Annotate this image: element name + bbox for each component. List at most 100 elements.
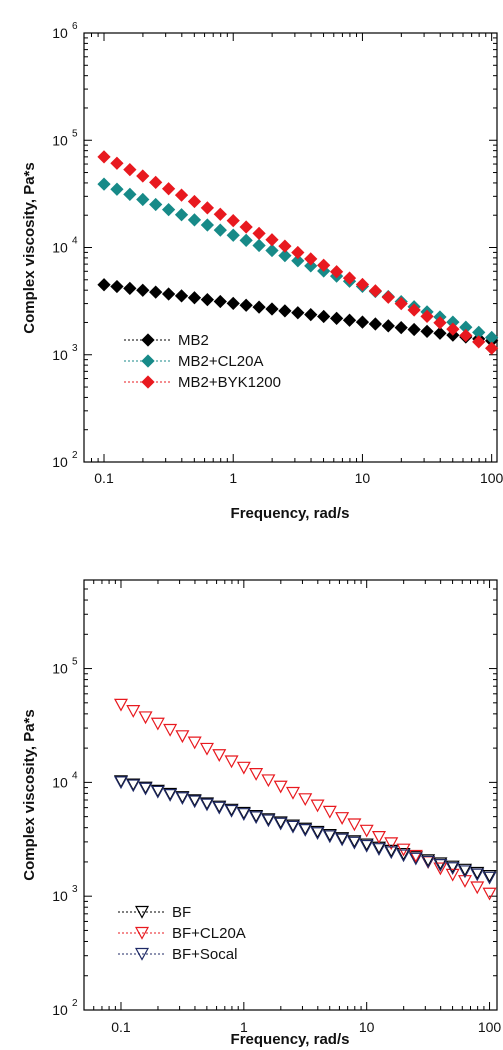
y-tick-label: 10 4: [52, 770, 78, 790]
data-point: [291, 245, 305, 260]
y-tick-base: 10: [52, 774, 68, 790]
plot-frame: [83, 579, 498, 1011]
legend-marker: [134, 905, 150, 919]
data-point: [273, 780, 288, 794]
data-point: [174, 188, 189, 202]
data-point: [149, 285, 163, 299]
data-point: [335, 832, 350, 845]
y-tick-label: 10 3: [52, 884, 78, 904]
data-point: [482, 870, 497, 883]
x-tick-label: 1: [229, 470, 237, 486]
data-point: [470, 881, 485, 895]
data-point: [470, 868, 485, 882]
data-point: [261, 814, 276, 828]
data-point: [199, 798, 214, 812]
data-point: [381, 290, 395, 304]
data-point: [322, 805, 337, 819]
y-tick-exponent: 6: [72, 21, 78, 32]
data-point: [291, 254, 305, 268]
data-point: [457, 875, 472, 888]
data-point: [163, 723, 178, 737]
data-point: [381, 319, 395, 333]
y-tick-exponent: 5: [72, 128, 78, 139]
data-point: [384, 837, 399, 851]
data-point: [304, 259, 318, 273]
data-point: [224, 755, 239, 769]
y-tick-exponent: 2: [72, 998, 78, 1009]
y-tick-exponent: 3: [72, 343, 78, 354]
data-point: [317, 309, 331, 324]
data-point: [123, 162, 137, 177]
legend-entry-mb2: MB2: [124, 332, 209, 349]
data-point: [322, 830, 337, 844]
legend: BF BF+CL20A BF+Socal: [118, 904, 246, 963]
y-tick-label: 10 4: [52, 236, 78, 256]
data-point: [213, 223, 227, 237]
y-tick-label: 10 2: [52, 450, 78, 470]
legend-label: MB2: [178, 332, 209, 349]
data-point: [110, 279, 124, 294]
data-point: [482, 887, 497, 901]
data-point: [150, 717, 165, 731]
data-point: [335, 812, 350, 825]
y-tick-base: 10: [52, 1002, 68, 1018]
legend-label: MB2+CL20A: [178, 353, 263, 370]
data-point: [285, 820, 300, 834]
data-point: [368, 284, 382, 298]
y-tick-base: 10: [52, 347, 68, 363]
data-point: [199, 742, 214, 756]
data-point: [433, 858, 448, 872]
data-series: [113, 698, 497, 901]
y-tick-exponent: 4: [72, 770, 78, 781]
axis-tick-labels: 0.1 1 10 100 10 2 10 3 10 4 10 5 10 6: [52, 21, 503, 486]
legend-marker: [134, 947, 150, 961]
legend-entry-bf-cl20a: BF+CL20A: [118, 925, 246, 942]
x-axis-title: Frequency, rad/s: [231, 505, 350, 522]
data-point: [265, 243, 279, 258]
data-point: [355, 277, 370, 292]
y-tick-label: 10 3: [52, 343, 78, 363]
x-tick-label: 0.1: [94, 470, 114, 486]
data-point: [200, 201, 215, 215]
data-point: [236, 761, 251, 775]
data-point: [359, 838, 374, 852]
y-tick-label: 10 2: [52, 998, 78, 1018]
data-point: [138, 782, 153, 796]
series-bf-cl20a: [113, 698, 497, 901]
data-point: [278, 249, 292, 263]
y-tick-exponent: 4: [72, 236, 78, 247]
data-point: [368, 317, 382, 331]
data-point: [482, 871, 497, 885]
data-point: [310, 827, 325, 841]
data-point: [459, 328, 473, 343]
data-point: [433, 316, 447, 330]
axis-ticks: [83, 32, 497, 463]
data-point: [285, 786, 300, 800]
data-point: [446, 322, 460, 336]
y-tick-base: 10: [52, 240, 68, 256]
data-point: [110, 156, 124, 170]
legend-entry-mb2-cl20a: MB2+CL20A: [124, 353, 263, 370]
x-tick-label: 0.1: [111, 1019, 131, 1035]
legend-marker: [134, 926, 150, 940]
y-tick-base: 10: [52, 454, 68, 470]
data-point: [278, 304, 292, 318]
data-point: [97, 150, 111, 164]
data-point: [304, 252, 318, 266]
data-point: [472, 335, 486, 349]
data-point: [420, 309, 434, 323]
data-point: [249, 811, 264, 825]
series-bf-socal: [113, 776, 497, 885]
data-point: [136, 192, 150, 207]
data-point: [384, 846, 399, 860]
data-point: [298, 822, 313, 836]
data-point: [187, 736, 202, 750]
data-point: [322, 828, 337, 842]
legend-label: BF+CL20A: [172, 925, 246, 942]
data-point: [261, 774, 276, 788]
legend-marker: [141, 375, 155, 389]
legend-entry-mb2-byk1200: MB2+BYK1200: [124, 374, 281, 391]
data-point: [265, 302, 279, 316]
chart-top: Complex viscosity, Pa*s Frequency, rad/s…: [21, 21, 503, 522]
y-tick-label: 10 5: [52, 128, 78, 148]
